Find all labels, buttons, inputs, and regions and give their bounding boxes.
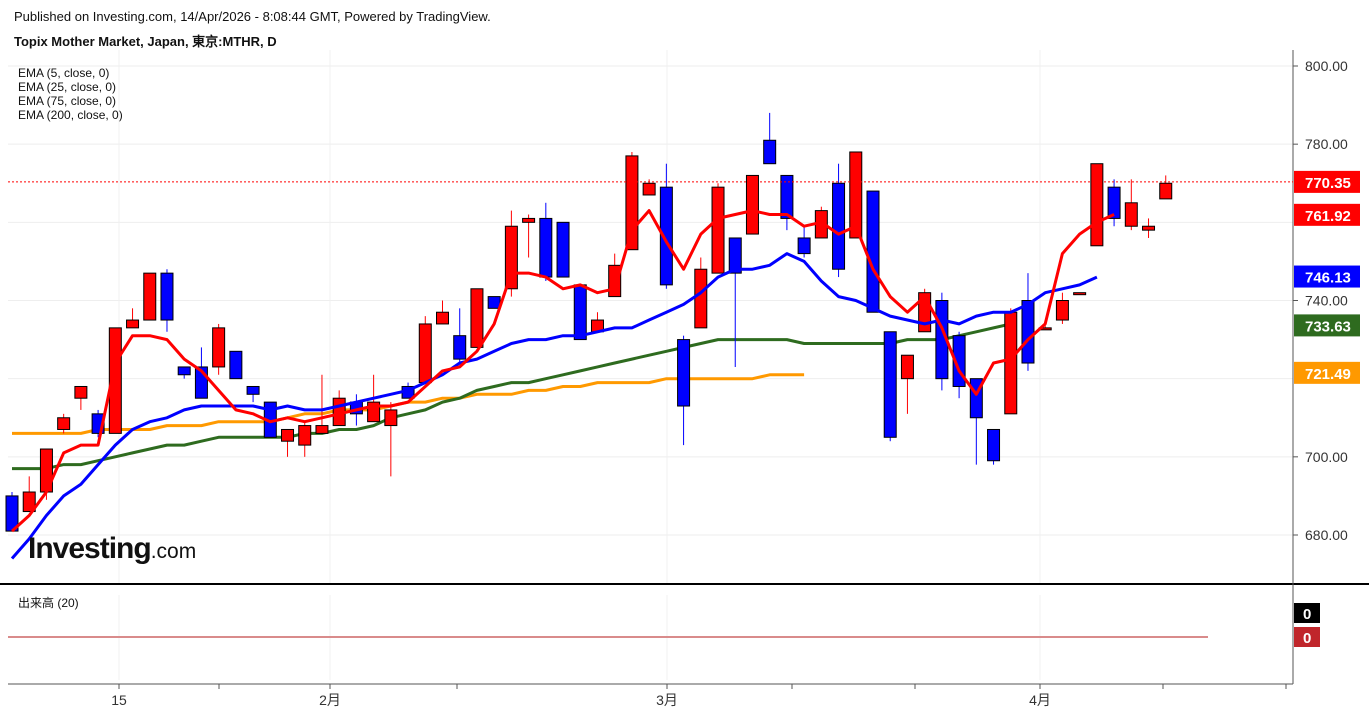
candle-body — [797, 237, 811, 255]
y-tick-label: 780.00 — [1305, 136, 1348, 152]
indicator-legend: EMA (5, close, 0) EMA (25, close, 0) EMA… — [18, 66, 123, 122]
candle-body — [573, 284, 587, 341]
candle-body — [1055, 300, 1069, 321]
candle-body — [832, 182, 846, 270]
candle-body — [246, 385, 260, 395]
candle-body — [1004, 311, 1018, 415]
candle-body — [1090, 163, 1104, 247]
candle-body — [504, 225, 518, 290]
price-badge — [1294, 203, 1360, 226]
price-badge-label: 746.13 — [1305, 270, 1351, 287]
y-tick-label: 680.00 — [1305, 527, 1348, 543]
candle-body — [677, 339, 691, 407]
candle-body — [625, 155, 639, 251]
candle-body — [987, 428, 1001, 462]
candle-body — [74, 385, 88, 399]
legend-ema75[interactable]: EMA (75, close, 0) — [18, 94, 117, 108]
candle-body — [487, 296, 501, 309]
candle-body — [522, 217, 536, 223]
candle-body — [642, 182, 656, 196]
published-line: Published on Investing.com, 14/Apr/2026 … — [14, 9, 491, 24]
candle-body — [384, 409, 398, 427]
candle-body — [436, 311, 449, 325]
candle-body — [229, 350, 243, 380]
price-badge — [1294, 361, 1360, 384]
price-badge — [1294, 265, 1360, 288]
logo-suffix: .com — [150, 540, 197, 563]
volume-badge — [1294, 603, 1320, 623]
volume-badge-label: 0 — [1303, 630, 1311, 647]
y-tick-label: 740.00 — [1305, 293, 1348, 309]
x-tick-label: 3月 — [656, 692, 678, 708]
x-tick-label: 4月 — [1029, 692, 1051, 708]
price-badge — [1294, 170, 1360, 193]
candle-body — [470, 288, 484, 348]
candle-body — [1073, 292, 1087, 296]
price-badge-label: 761.92 — [1305, 208, 1351, 225]
candle-body — [780, 174, 794, 219]
candle-body — [143, 272, 157, 321]
candle-body — [1124, 202, 1138, 227]
candle-body — [849, 151, 863, 239]
ema75-line — [12, 322, 1012, 471]
ema5-line — [10, 209, 1115, 533]
candle-body — [763, 139, 777, 165]
candle-body — [883, 331, 897, 438]
candle-body — [108, 327, 122, 434]
price-badge-label: 721.49 — [1305, 366, 1351, 383]
candle-body — [160, 272, 174, 321]
candle-body — [694, 268, 708, 329]
candle-body — [1159, 182, 1173, 200]
candle-body — [126, 319, 140, 329]
candle-body — [539, 217, 553, 278]
x-tick-label: 15 — [111, 692, 127, 708]
legend-ema200[interactable]: EMA (200, close, 0) — [18, 108, 123, 122]
candle-body — [22, 491, 36, 513]
candle-body — [281, 428, 295, 442]
candle-body — [900, 354, 914, 380]
candle-body — [453, 335, 467, 360]
ema25-line — [10, 252, 1098, 560]
legend-ema25[interactable]: EMA (25, close, 0) — [18, 80, 117, 94]
logo-main: Investing — [28, 532, 152, 565]
candle-body — [711, 186, 725, 274]
price-badge-label: 770.35 — [1305, 175, 1351, 192]
x-tick-label: 2月 — [319, 692, 341, 708]
candle-body — [298, 425, 312, 446]
candle-body — [659, 186, 673, 286]
volume-badge — [1294, 627, 1320, 647]
investing-logo: Investing.com — [28, 532, 196, 566]
price-badge — [1294, 314, 1360, 337]
candle-body — [728, 237, 742, 274]
candle-body — [212, 327, 226, 368]
candle-body — [745, 174, 759, 235]
volume-badge-label: 0 — [1303, 606, 1311, 623]
volume-label: 出来高 (20) — [18, 596, 79, 610]
candle-body — [556, 221, 570, 278]
candle-body — [866, 190, 880, 313]
candle-body — [1107, 186, 1121, 219]
y-tick-label: 800.00 — [1305, 58, 1348, 74]
candle-body — [315, 425, 329, 434]
candle-body — [1142, 225, 1156, 231]
symbol-title: Topix Mother Market, Japan, 東京:MTHR, D — [14, 34, 277, 49]
candle-body — [177, 366, 191, 376]
candle-body — [57, 417, 71, 430]
candle-body — [1021, 300, 1035, 364]
candle-body — [418, 323, 432, 384]
legend-ema5[interactable]: EMA (5, close, 0) — [18, 66, 110, 80]
y-tick-label: 700.00 — [1305, 449, 1348, 465]
price-badge-label: 733.63 — [1305, 318, 1351, 335]
